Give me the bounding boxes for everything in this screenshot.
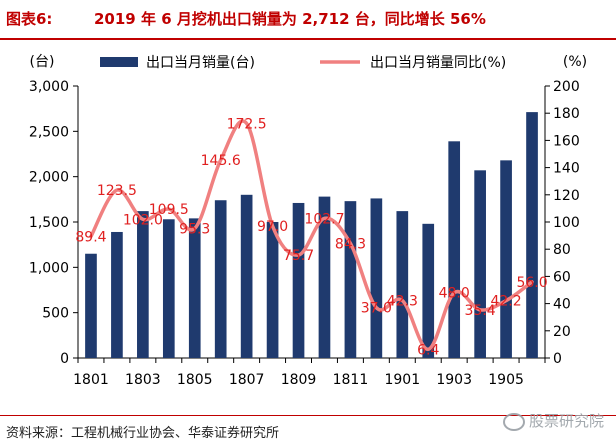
line-data-label: 42.3 — [387, 293, 418, 309]
left-tick-label: 2,500 — [29, 124, 69, 140]
right-tick-label: 160 — [553, 133, 580, 149]
right-tick-label: 0 — [553, 351, 562, 367]
bar — [292, 202, 305, 358]
bar — [137, 211, 149, 358]
figure-label: 图表6: — [6, 10, 53, 28]
right-tick-label: 180 — [553, 106, 580, 122]
bar — [240, 194, 253, 358]
line-data-label: 75.7 — [283, 248, 314, 264]
line-data-label: 6.4 — [417, 342, 439, 358]
line-data-label: 95.3 — [179, 221, 210, 237]
legend-line-label: 出口当月销量同比(%) — [370, 55, 506, 71]
bar — [214, 200, 227, 358]
right-tick-label: 20 — [553, 324, 571, 340]
right-tick-label: 60 — [553, 269, 571, 285]
line-data-label: 48.0 — [439, 286, 470, 302]
left-tick-label: 1,000 — [29, 260, 69, 276]
x-tick-label: 1805 — [177, 372, 213, 388]
x-tick-label: 1809 — [281, 372, 317, 388]
bar — [188, 218, 201, 358]
line-data-label: 97.0 — [257, 219, 288, 235]
line-data-label: 42.2 — [490, 294, 521, 310]
line-data-label: 123.5 — [97, 183, 137, 199]
line-data-label: 89.4 — [75, 229, 106, 245]
left-tick-label: 0 — [60, 351, 69, 367]
bar — [500, 160, 512, 358]
right-tick-label: 140 — [553, 161, 580, 177]
bar — [370, 198, 383, 358]
left-tick-label: 1,500 — [29, 215, 69, 231]
left-tick-label: 3,000 — [29, 79, 69, 95]
x-tick-label: 1905 — [488, 372, 524, 388]
right-tick-label: 40 — [553, 297, 571, 313]
line-data-label: 145.6 — [201, 153, 241, 169]
bar — [344, 201, 357, 358]
x-tick-label: 1903 — [436, 372, 472, 388]
bar — [162, 219, 175, 358]
bar — [266, 222, 279, 358]
legend-bar-swatch — [100, 57, 138, 67]
left-tick-label: 2,000 — [29, 170, 69, 186]
right-tick-label: 200 — [553, 79, 580, 95]
watermark: 股票研究院 — [502, 410, 604, 431]
bar — [318, 196, 331, 358]
line-data-label: 35.4 — [465, 303, 496, 319]
bar — [474, 170, 486, 358]
left-tick-label: 500 — [42, 306, 69, 322]
x-tick-label: 1801 — [73, 372, 109, 388]
line-data-label: 109.5 — [149, 202, 189, 218]
x-tick-label: 1807 — [229, 372, 265, 388]
bar — [111, 231, 123, 358]
bar — [422, 223, 435, 358]
source-note: 资料来源：工程机械行业协会、华泰证券研究所 — [6, 426, 280, 441]
x-tick-label: 1901 — [384, 372, 420, 388]
right-tick-label: 120 — [553, 188, 580, 204]
watermark-text: 股票研究院 — [528, 412, 604, 430]
right-tick-label: 80 — [553, 242, 571, 258]
footer-divider — [0, 415, 616, 416]
line-data-label: 102.7 — [304, 211, 344, 227]
figure-header: 图表6: 2019 年 6 月挖机出口销量为 2,712 台，同比增长 56% — [0, 0, 616, 40]
right-axis-unit: (%) — [563, 54, 587, 70]
legend-bar-label: 出口当月销量(台) — [146, 55, 255, 71]
line-data-label: 84.3 — [335, 236, 366, 252]
line-data-label: 172.5 — [227, 116, 267, 132]
wechat-icon — [502, 412, 525, 431]
line-data-label: 102.0 — [123, 212, 163, 228]
x-tick-label: 1811 — [333, 372, 369, 388]
figure-title: 2019 年 6 月挖机出口销量为 2,712 台，同比增长 56% — [94, 10, 486, 28]
x-tick-label: 1803 — [125, 372, 161, 388]
yoy-line — [89, 119, 534, 352]
line-data-label: 56.0 — [516, 275, 547, 291]
left-axis-unit: (台) — [30, 54, 55, 70]
bar — [85, 253, 97, 358]
line-data-label: 37.0 — [361, 301, 392, 317]
right-tick-label: 100 — [553, 215, 580, 231]
bar — [526, 112, 538, 358]
bar — [396, 211, 409, 358]
bar — [448, 141, 461, 358]
